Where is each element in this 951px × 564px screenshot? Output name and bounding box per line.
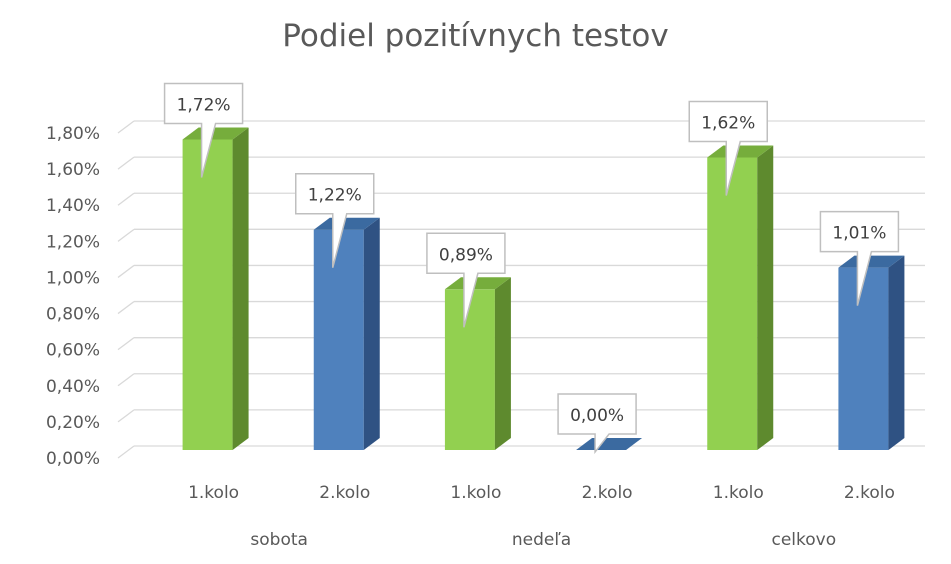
bar-front	[313, 229, 364, 450]
data-label-callout: 1,72%	[163, 82, 244, 178]
gridline-depth	[117, 301, 135, 315]
bar-1	[182, 127, 249, 450]
x-tick-label: 1.kolo	[713, 483, 764, 503]
data-label-callout: 1,01%	[819, 210, 900, 306]
data-label-callout: 1,22%	[295, 172, 375, 268]
bar-side	[232, 127, 249, 450]
y-tick-label: 1,00%	[46, 268, 100, 288]
bar-front	[838, 267, 889, 450]
x-tick-label: 2.kolo	[844, 483, 895, 503]
gridline-depth	[117, 192, 135, 206]
data-label-callout: 1,62%	[688, 100, 768, 196]
bar-side	[888, 255, 905, 450]
y-tick-label: 1,80%	[46, 124, 100, 144]
data-label: 1,22%	[308, 186, 362, 206]
y-tick-label: 1,60%	[46, 160, 100, 180]
bar-6	[838, 255, 905, 450]
data-label-box	[295, 172, 375, 268]
group-label: sobota	[250, 530, 308, 550]
gridline-depth	[117, 409, 135, 423]
data-label-callout: 0,89%	[426, 232, 506, 328]
y-tick-label: 1,20%	[46, 232, 100, 252]
y-tick-label: 0,40%	[46, 377, 100, 397]
bar-front	[707, 157, 758, 450]
bar-front	[182, 139, 233, 450]
gridline-depth	[117, 445, 135, 459]
group-label: nedeľa	[512, 530, 571, 550]
bar-top	[182, 127, 249, 140]
data-label-callout: 0,00%	[557, 393, 637, 455]
bar-top	[707, 145, 774, 158]
data-label: 0,00%	[570, 406, 624, 426]
bar-4	[576, 438, 643, 450]
bar-top	[313, 217, 380, 230]
y-tick-label: 0,00%	[46, 449, 100, 469]
bar-side	[494, 277, 511, 450]
gridline-depth	[117, 228, 135, 242]
gridline-depth	[117, 264, 135, 278]
x-tick-label: 1.kolo	[188, 483, 239, 503]
x-tick-label: 2.kolo	[319, 483, 370, 503]
bar-side	[363, 217, 380, 450]
x-tick-label: 2.kolo	[582, 483, 633, 503]
bar-5	[707, 145, 774, 450]
y-tick-label: 0,20%	[46, 413, 100, 433]
gridline-depth	[117, 373, 135, 387]
group-label: celkovo	[772, 530, 837, 550]
data-label: 1,62%	[701, 114, 755, 134]
data-label: 0,89%	[439, 245, 493, 265]
data-label-box	[557, 393, 637, 455]
x-tick-label: 1.kolo	[450, 483, 501, 503]
bar-3	[444, 277, 511, 450]
gridline-depth	[117, 156, 135, 170]
y-tick-label: 0,80%	[46, 305, 100, 325]
y-tick-label: 0,60%	[46, 341, 100, 361]
bar-top	[576, 438, 643, 450]
bar-front	[444, 289, 495, 450]
data-label: 1,01%	[832, 224, 886, 244]
gridline-depth	[117, 120, 135, 134]
gridlines	[117, 120, 925, 459]
bar-top	[838, 255, 905, 268]
bar-side	[757, 145, 774, 450]
bar-top	[444, 277, 511, 290]
chart-title: Podiel pozitívnych testov	[282, 18, 669, 54]
data-label-box	[819, 210, 900, 306]
y-tick-label: 1,40%	[46, 196, 100, 216]
data-label: 1,72%	[177, 95, 231, 115]
data-label-box	[163, 82, 244, 178]
bar-2	[313, 217, 380, 450]
gridline-depth	[117, 337, 135, 351]
data-label-box	[426, 232, 506, 328]
data-label-box	[688, 100, 768, 196]
